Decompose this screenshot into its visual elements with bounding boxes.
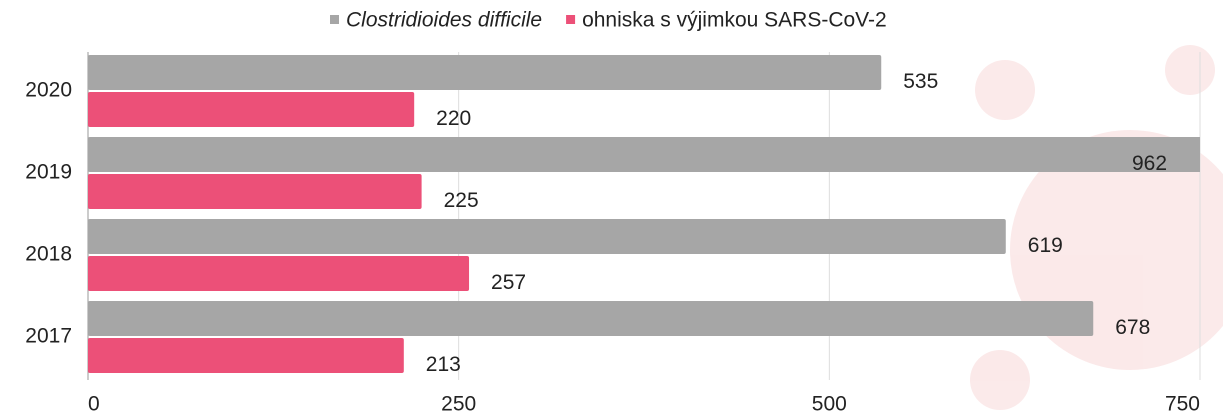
y-tick-label: 2017 bbox=[25, 325, 72, 348]
x-tick-label: 750 bbox=[1165, 393, 1200, 416]
bar bbox=[88, 256, 470, 291]
bar bbox=[88, 55, 882, 90]
bar bbox=[88, 92, 415, 127]
bar bbox=[88, 137, 1200, 172]
legend-label: Clostridioides difficile bbox=[346, 9, 542, 32]
value-label: 257 bbox=[491, 271, 526, 294]
value-label: 535 bbox=[903, 70, 938, 93]
bar bbox=[88, 338, 404, 373]
value-label: 225 bbox=[444, 189, 479, 212]
value-label: 678 bbox=[1115, 316, 1150, 339]
bar bbox=[88, 301, 1094, 336]
value-label: 962 bbox=[1132, 152, 1167, 175]
value-label: 220 bbox=[436, 107, 471, 130]
bar bbox=[88, 219, 1006, 254]
value-label: 213 bbox=[426, 353, 461, 376]
x-tick-label: 0 bbox=[88, 393, 100, 416]
legend-swatch bbox=[330, 15, 339, 24]
legend-label: ohniska s výjimkou SARS-CoV-2 bbox=[582, 9, 887, 32]
legend: Clostridioides difficile ohniska s výjimk… bbox=[330, 9, 887, 32]
legend-swatch bbox=[566, 15, 576, 24]
background-decoration bbox=[970, 45, 1223, 410]
value-label: 619 bbox=[1028, 234, 1063, 257]
x-tick-label: 250 bbox=[441, 393, 476, 416]
x-tick-label: 500 bbox=[812, 393, 847, 416]
y-tick-label: 2019 bbox=[25, 161, 72, 184]
y-tick-label: 2020 bbox=[25, 79, 72, 102]
bar bbox=[88, 174, 422, 209]
y-tick-label: 2018 bbox=[25, 243, 72, 266]
